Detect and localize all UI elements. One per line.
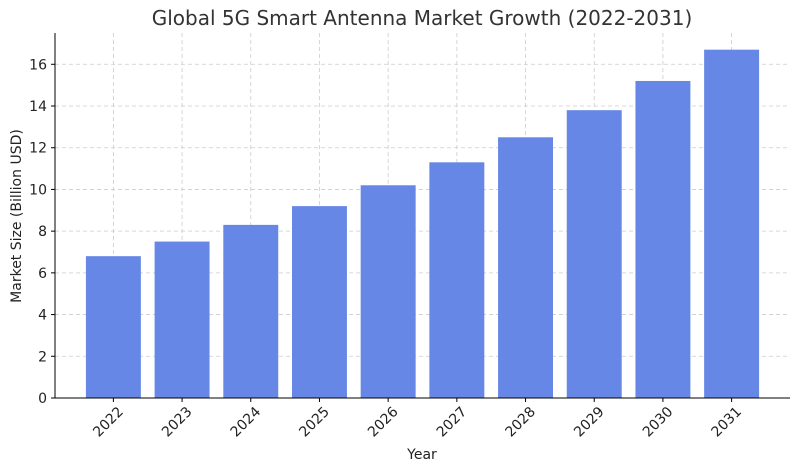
x-ticks: 2022 2023 2024 2025 2026 2027 2028 2029 2030 2031 [90, 398, 745, 440]
bars [85, 49, 760, 399]
bar-2027 [429, 162, 485, 398]
y-tick-label: 16 [29, 57, 47, 73]
x-tick-label: 2030 [640, 404, 677, 441]
y-tick-label: 14 [29, 99, 47, 115]
y-tick-label: 0 [38, 391, 47, 407]
y-tick-label: 8 [38, 224, 47, 240]
x-tick-label: 2027 [434, 404, 471, 441]
bar-2023 [154, 241, 210, 398]
bar-2029 [566, 110, 622, 399]
x-tick-label: 2031 [709, 404, 746, 441]
chart-title: Global 5G Smart Antenna Market Growth (2… [152, 6, 693, 30]
axes [54, 33, 790, 399]
x-axis-label: Year [406, 447, 437, 463]
x-tick-label: 2025 [296, 404, 333, 441]
x-tick-label: 2022 [90, 404, 127, 441]
y-tick-label: 4 [38, 308, 47, 324]
bar-2024 [223, 224, 279, 398]
bar-2028 [498, 137, 554, 399]
bar-2026 [360, 185, 416, 398]
y-tick-label: 6 [38, 266, 47, 282]
x-tick-label: 2023 [159, 404, 196, 441]
bar-2031 [704, 49, 760, 398]
bar-2025 [291, 206, 347, 398]
x-tick-label: 2028 [502, 404, 539, 441]
y-ticks: 0 2 4 6 8 10 12 14 16 [29, 57, 55, 407]
bar-2030 [635, 80, 691, 398]
x-tick-label: 2026 [365, 404, 402, 441]
x-tick-label: 2024 [228, 404, 265, 441]
bar-2022 [85, 256, 141, 398]
x-tick-label: 2029 [571, 404, 608, 441]
y-tick-label: 2 [38, 349, 47, 365]
y-tick-label: 10 [29, 182, 47, 198]
y-axis-label: Market Size (Billion USD) [9, 129, 25, 303]
y-tick-label: 12 [29, 141, 47, 157]
